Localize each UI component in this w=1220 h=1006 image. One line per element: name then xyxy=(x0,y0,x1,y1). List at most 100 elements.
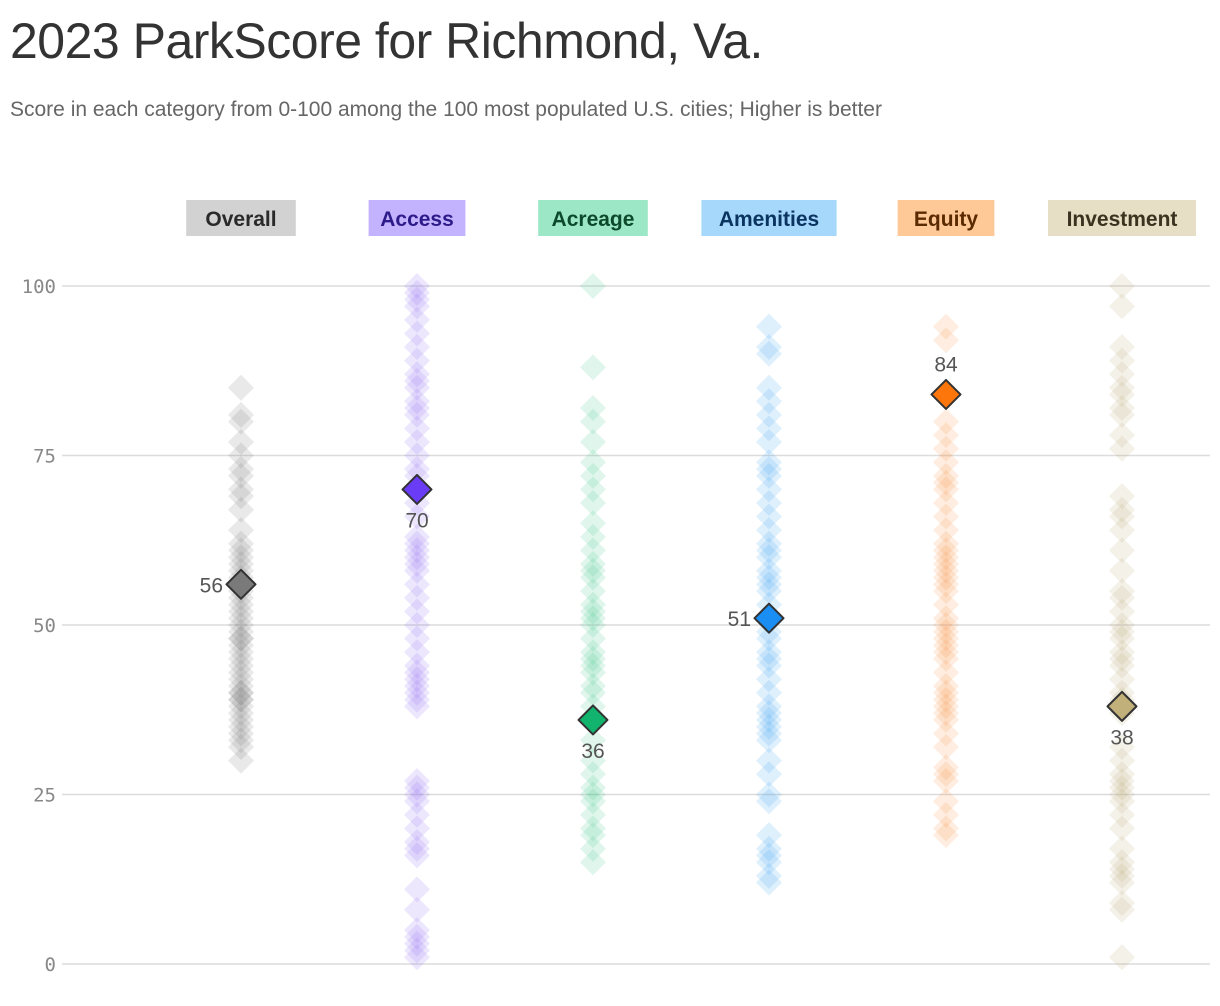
dot-equity-9 xyxy=(933,489,959,516)
dot-acreage-19 xyxy=(580,612,606,638)
dot-access-0 xyxy=(404,273,430,299)
dot-access-30 xyxy=(404,598,430,625)
dot-overall-13 xyxy=(228,544,254,571)
dot-amenities-15 xyxy=(756,530,782,557)
y-tick-label-25: 25 xyxy=(33,785,56,807)
dot-acreage-37 xyxy=(580,822,606,849)
dot-overall-25 xyxy=(228,625,254,652)
dot-amenities-9 xyxy=(756,456,782,483)
dot-access-46 xyxy=(404,815,430,842)
dot-access-5 xyxy=(404,320,430,347)
dot-equity-19 xyxy=(933,578,959,605)
dot-amenities-4 xyxy=(756,388,782,415)
dot-amenities-36 xyxy=(756,727,782,754)
dot-amenities-20 xyxy=(756,571,782,598)
category-header-bg-investment xyxy=(1048,200,1196,236)
dot-equity-27 xyxy=(933,645,959,672)
chart-title: 2023 ParkScore for Richmond, Va. xyxy=(10,13,763,69)
dot-equity-5 xyxy=(933,449,959,476)
dot-equity-14 xyxy=(933,544,959,571)
dot-amenities-42 xyxy=(756,835,782,862)
dot-acreage-15 xyxy=(580,578,606,605)
dot-equity-23 xyxy=(933,618,959,645)
dot-overall-6 xyxy=(228,462,254,489)
dot-equity-6 xyxy=(933,462,959,489)
dot-acreage-36 xyxy=(580,815,606,842)
dot-access-36 xyxy=(404,666,430,693)
dot-equity-40 xyxy=(933,788,959,815)
dot-access-9 xyxy=(404,367,430,394)
dot-amenities-34 xyxy=(756,713,782,740)
dot-equity-4 xyxy=(933,435,959,462)
dot-investment-21 xyxy=(1109,618,1135,645)
dot-access-35 xyxy=(404,659,430,686)
dot-investment-6 xyxy=(1109,381,1135,408)
dot-acreage-12 xyxy=(580,550,606,577)
dot-access-39 xyxy=(404,686,430,713)
dot-amenities-7 xyxy=(756,428,782,455)
dot-overall-37 xyxy=(228,686,254,713)
dot-access-27 xyxy=(404,557,430,584)
dot-equity-2 xyxy=(933,408,959,435)
y-tick-label-75: 75 xyxy=(33,446,56,468)
dot-acreage-39 xyxy=(580,849,606,876)
distribution-dots xyxy=(228,273,1135,971)
dot-overall-44 xyxy=(228,734,254,761)
dot-access-12 xyxy=(404,395,430,422)
dot-overall-35 xyxy=(228,679,254,706)
dot-access-34 xyxy=(404,652,430,679)
dot-overall-34 xyxy=(228,679,254,706)
y-tick-label-0: 0 xyxy=(45,954,56,976)
dot-amenities-18 xyxy=(756,557,782,584)
richmond-marker-access xyxy=(401,473,433,505)
dot-amenities-38 xyxy=(756,761,782,788)
dot-access-29 xyxy=(404,584,430,611)
category-header-bg-overall xyxy=(186,200,296,236)
dot-investment-33 xyxy=(1109,767,1135,794)
dot-overall-28 xyxy=(228,639,254,666)
dot-amenities-45 xyxy=(756,862,782,889)
dot-amenities-6 xyxy=(756,415,782,442)
dot-investment-44 xyxy=(1109,889,1135,916)
dot-amenities-30 xyxy=(756,679,782,706)
dot-access-48 xyxy=(404,835,430,862)
dot-overall-4 xyxy=(228,442,254,469)
dot-access-40 xyxy=(404,693,430,720)
dot-equity-38 xyxy=(933,761,959,788)
dot-investment-5 xyxy=(1109,374,1135,401)
dot-acreage-23 xyxy=(580,652,606,679)
dot-equity-13 xyxy=(933,537,959,564)
dot-acreage-31 xyxy=(580,761,606,788)
dot-access-42 xyxy=(404,774,430,801)
dot-investment-14 xyxy=(1109,517,1135,544)
dot-overall-7 xyxy=(228,476,254,503)
dot-investment-42 xyxy=(1109,862,1135,889)
dot-equity-20 xyxy=(933,591,959,618)
dot-acreage-5 xyxy=(580,449,606,476)
dot-acreage-13 xyxy=(580,557,606,584)
category-header-amenities: Amenities xyxy=(719,208,819,231)
dot-overall-22 xyxy=(228,605,254,632)
dot-overall-5 xyxy=(228,456,254,483)
dot-acreage-14 xyxy=(580,564,606,591)
dot-acreage-9 xyxy=(580,510,606,537)
dot-overall-24 xyxy=(228,618,254,645)
dot-overall-36 xyxy=(228,686,254,713)
dot-investment-23 xyxy=(1109,639,1135,666)
y-tick-label-50: 50 xyxy=(33,615,56,637)
dot-overall-23 xyxy=(228,612,254,638)
dot-overall-42 xyxy=(228,720,254,747)
dot-access-16 xyxy=(404,442,430,469)
dot-access-11 xyxy=(404,388,430,415)
dot-amenities-33 xyxy=(756,706,782,733)
richmond-marker-equity xyxy=(930,378,962,410)
dot-amenities-43 xyxy=(756,842,782,869)
dot-overall-2 xyxy=(228,408,254,435)
dot-equity-12 xyxy=(933,530,959,557)
dot-equity-29 xyxy=(933,673,959,700)
dot-acreage-4 xyxy=(580,428,606,455)
dot-investment-7 xyxy=(1109,395,1135,422)
dot-investment-4 xyxy=(1109,361,1135,388)
dot-investment-18 xyxy=(1109,584,1135,611)
dot-investment-30 xyxy=(1109,734,1135,761)
